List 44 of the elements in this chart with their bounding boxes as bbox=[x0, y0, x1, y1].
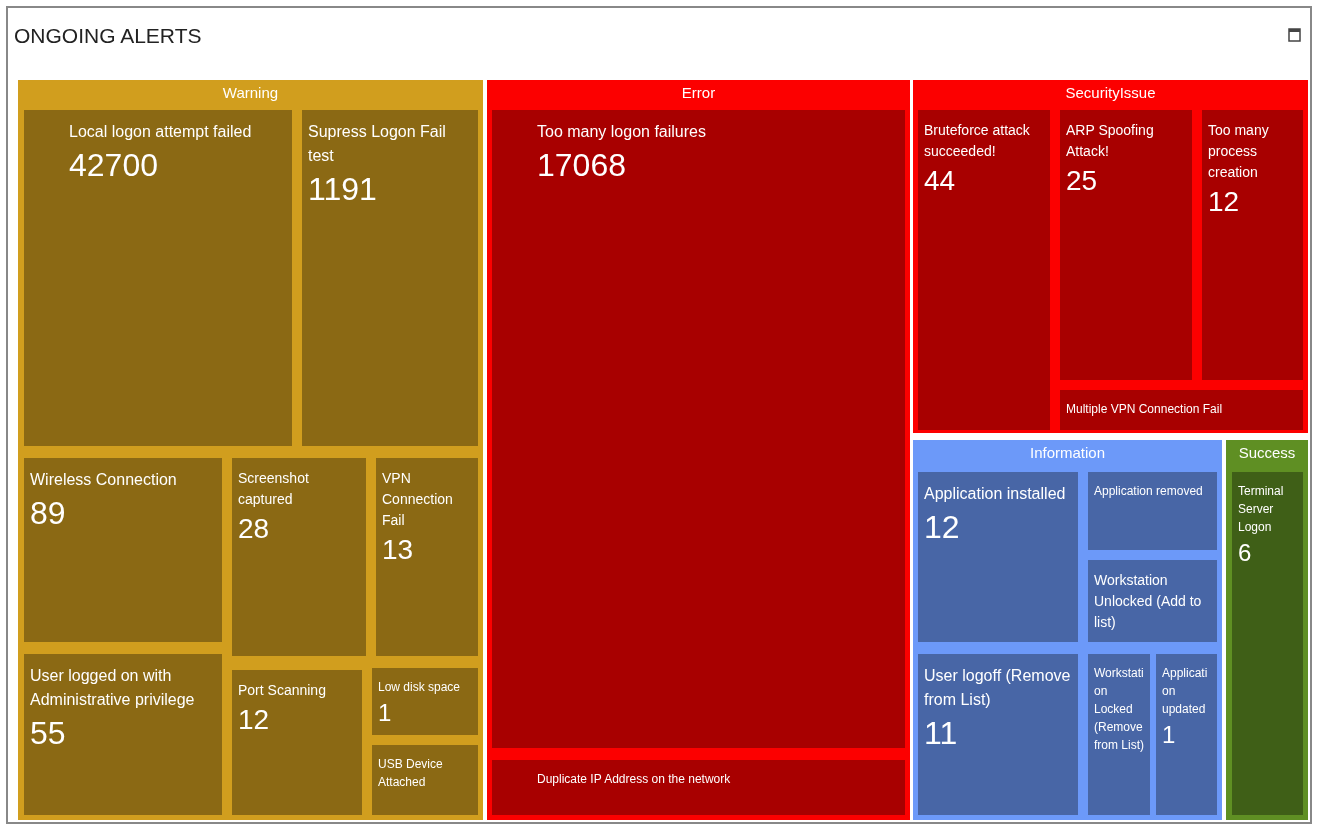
data-label: 12 bbox=[238, 704, 270, 735]
data-label: 6 bbox=[1238, 539, 1252, 566]
category-label: Application installed bbox=[924, 485, 1066, 502]
category-label: VPN Connection Fail bbox=[382, 470, 453, 528]
category-label: ARP Spoofing Attack! bbox=[1066, 122, 1154, 159]
category-label: User logged on with Administrative privilege bbox=[30, 667, 195, 708]
category-label: Multiple VPN Connection Fail bbox=[1066, 402, 1223, 416]
category-label: Workstation Locked (Remove from List) bbox=[1094, 666, 1145, 752]
category-label: Wireless Connection bbox=[30, 471, 177, 488]
data-label: 12 bbox=[924, 509, 960, 545]
category-label: Duplicate IP Address on the network bbox=[537, 772, 731, 786]
data-label: 28 bbox=[238, 513, 270, 544]
series-label: Success bbox=[1238, 444, 1296, 461]
category-label: Supress Logon Fail test bbox=[308, 123, 446, 164]
data-label: 89 bbox=[30, 495, 66, 531]
data-label: 1 bbox=[1162, 721, 1176, 748]
category-label: Terminal Server Logon bbox=[1238, 484, 1284, 534]
category-label: Screenshot captured bbox=[238, 470, 309, 507]
data-label: 17068 bbox=[537, 147, 626, 183]
data-label: 13 bbox=[382, 534, 414, 565]
series-label: Error bbox=[681, 84, 716, 101]
data-label: 12 bbox=[1208, 186, 1240, 217]
category-label: Bruteforce attack succeeded! bbox=[924, 122, 1030, 159]
category-label: Local logon attempt failed bbox=[69, 123, 252, 140]
series-label: SecurityIssue bbox=[1065, 84, 1156, 101]
data-label: 11 bbox=[924, 715, 958, 751]
data-label: 55 bbox=[30, 715, 66, 751]
category-label: User logoff (Remove from List) bbox=[924, 667, 1071, 708]
category-label: Port Scanning bbox=[238, 682, 326, 698]
category-label: Application removed bbox=[1094, 484, 1203, 498]
data-label: 42700 bbox=[69, 147, 158, 183]
data-label: 1 bbox=[378, 699, 392, 726]
series-label: Warning bbox=[222, 84, 279, 101]
category-label: Low disk space bbox=[378, 680, 461, 694]
data-label: 44 bbox=[924, 165, 956, 196]
series-label: Information bbox=[1029, 444, 1106, 461]
text: ONGOING ALERTS bbox=[14, 24, 202, 48]
category-label: Too many logon failures bbox=[537, 123, 706, 140]
category-label: USB Device Attached bbox=[378, 757, 443, 789]
data-label: 1191 bbox=[308, 171, 377, 207]
category-label: Too many process creation bbox=[1208, 122, 1269, 180]
category-label: Workstation Unlocked (Add to list) bbox=[1094, 572, 1202, 630]
category-label: Application updated bbox=[1162, 666, 1208, 716]
data-label: 25 bbox=[1066, 165, 1098, 196]
